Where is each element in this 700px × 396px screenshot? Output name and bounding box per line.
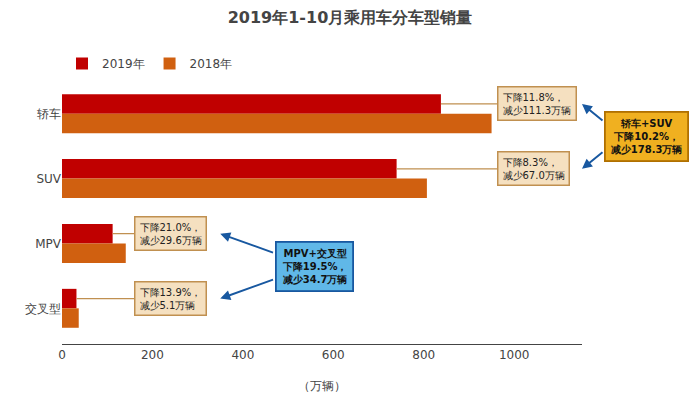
svg-text:下降11.8%，减少111.3万辆: 下降11.8%，减少111.3万辆 — [503, 92, 572, 116]
svg-text:200: 200 — [141, 348, 164, 362]
svg-text:0: 0 — [58, 348, 66, 362]
svg-text:下降13.9%，减少5.1万辆: 下降13.9%，减少5.1万辆 — [140, 287, 202, 311]
svg-text:600: 600 — [322, 348, 345, 362]
svg-text:下降8.3%，减少67.0万辆: 下降8.3%，减少67.0万辆 — [503, 157, 565, 181]
svg-text:1000: 1000 — [499, 348, 530, 362]
svg-text:下降21.0%，减少29.6万辆: 下降21.0%，减少29.6万辆 — [140, 222, 202, 246]
svg-text:2018年: 2018年 — [190, 57, 233, 71]
svg-text:轿车: 轿车 — [37, 107, 61, 121]
svg-text:800: 800 — [412, 348, 435, 362]
svg-text:轿车+SUV下降10.2%，减少178.3万辆: 轿车+SUV下降10.2%，减少178.3万辆 — [611, 118, 683, 155]
svg-text:2019年: 2019年 — [102, 57, 145, 71]
svg-text:2019年1-10月乘用车分车型销量: 2019年1-10月乘用车分车型销量 — [228, 8, 473, 27]
svg-text:400: 400 — [231, 348, 254, 362]
svg-text:（万辆）: （万辆） — [298, 379, 346, 393]
svg-text:MPV+交叉型下降19.5%，减少34.7万辆: MPV+交叉型下降19.5%，减少34.7万辆 — [282, 248, 348, 285]
svg-text:MPV: MPV — [35, 237, 62, 251]
svg-text:交叉型: 交叉型 — [25, 302, 61, 316]
svg-text:SUV: SUV — [36, 172, 61, 186]
